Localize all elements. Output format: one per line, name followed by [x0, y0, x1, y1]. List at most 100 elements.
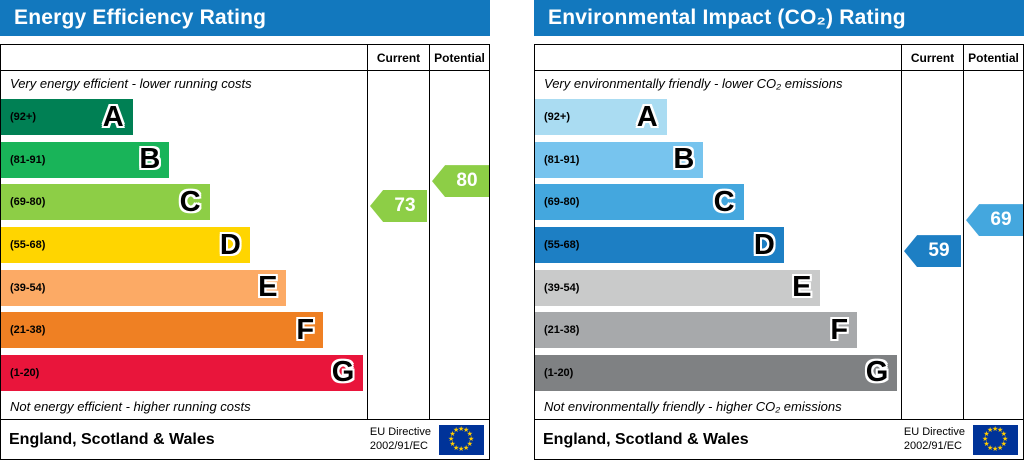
- potential-column-header: Potential: [429, 45, 489, 70]
- band-range-label: (81-91): [10, 153, 46, 166]
- eu-flag-star-icon: ★: [983, 431, 990, 438]
- current-rating-value: 73: [394, 194, 416, 216]
- eu-directive-line2: 2002/91/EC: [903, 439, 962, 452]
- chart-footer: England, Scotland & Wales EU Directive 2…: [535, 419, 1023, 459]
- bands-area: Very energy efficient - lower running co…: [1, 71, 367, 419]
- eu-flag-star-icon: ★: [992, 446, 999, 453]
- potential-value-column: 80: [429, 71, 489, 419]
- current-rating-arrow: 73: [370, 189, 427, 222]
- band-row-b: (81-91) B: [1, 139, 367, 182]
- band-bar-d: (55-68) D: [535, 227, 784, 264]
- band-letter: C: [713, 185, 735, 218]
- band-range-label: (92+): [544, 111, 570, 124]
- band-row-c: (69-80) C: [1, 181, 367, 224]
- band-bar-b: (81-91) B: [1, 141, 170, 178]
- eu-flag-star-icon: ★: [458, 446, 465, 453]
- potential-column-header: Potential: [963, 45, 1023, 70]
- rating-body: Very environmentally friendly - lower CO…: [535, 71, 1023, 419]
- eu-flag-star-icon: ★: [466, 431, 473, 438]
- rating-table: Current Potential Very energy efficient …: [0, 44, 490, 460]
- band-letter: D: [753, 228, 775, 261]
- band-bar-e: (39-54) E: [1, 269, 287, 306]
- current-rating-value: 59: [928, 240, 950, 262]
- band-letter: D: [219, 228, 241, 261]
- band-row-f: (21-38) F: [1, 309, 367, 352]
- eu-flag-star-icon: ★: [982, 436, 989, 443]
- eu-flag-star-icon: ★: [987, 444, 994, 452]
- band-bar-d: (55-68) D: [1, 227, 250, 264]
- band-row-a: (92+) A: [1, 96, 367, 139]
- band-bar-f: (21-38) F: [1, 312, 324, 349]
- column-spacer: [1, 45, 367, 70]
- chart-footer: England, Scotland & Wales EU Directive 2…: [1, 419, 489, 459]
- band-row-e: (39-54) E: [535, 266, 901, 309]
- eu-flag-star-icon: ★: [1002, 436, 1009, 443]
- eu-directive-line1: EU Directive: [369, 425, 431, 438]
- potential-rating-arrow: 69: [966, 204, 1023, 237]
- rating-bands: (92+) A (81-91) B (69-80) C (55-68) D (39-54) E (2…: [1, 96, 367, 394]
- band-bar-a: (92+) A: [1, 99, 133, 136]
- band-bar-c: (69-80) C: [535, 184, 744, 221]
- band-range-label: (21-38): [544, 324, 580, 337]
- band-bar-e: (39-54) E: [535, 269, 821, 306]
- energy-efficiency-rating-chart: Energy Efficiency Rating Current Potenti…: [0, 0, 490, 460]
- band-letter: E: [258, 271, 278, 304]
- potential-rating-value: 69: [990, 209, 1012, 231]
- band-bar-b: (81-91) B: [535, 141, 704, 178]
- eu-directive-label: EU Directive 2002/91/EC: [370, 426, 431, 454]
- band-bar-g: (1-20) G: [1, 354, 364, 391]
- band-bar-c: (69-80) C: [1, 184, 210, 221]
- band-range-label: (92+): [10, 111, 36, 124]
- band-range-label: (1-20): [10, 366, 40, 379]
- eu-flag-star-icon: ★: [458, 426, 465, 433]
- band-range-label: (1-20): [544, 366, 574, 379]
- band-letter: E: [792, 271, 812, 304]
- eu-directive-line1: EU Directive: [903, 425, 965, 438]
- eu-flag-star-icon: ★: [992, 426, 999, 433]
- band-letter: C: [179, 185, 201, 218]
- chart-title: Energy Efficiency Rating: [0, 0, 490, 36]
- band-range-label: (69-80): [10, 196, 46, 209]
- top-note: Very environmentally friendly - lower CO…: [544, 76, 843, 91]
- eu-flag-star-icon: ★: [1000, 431, 1007, 438]
- band-letter: B: [673, 143, 695, 176]
- band-row-c: (69-80) C: [535, 181, 901, 224]
- band-row-e: (39-54) E: [1, 266, 367, 309]
- column-spacer: [535, 45, 901, 70]
- band-range-label: (21-38): [10, 324, 46, 337]
- band-letter: A: [102, 100, 124, 133]
- rating-bands: (92+) A (81-91) B (69-80) C (55-68) D (39-54) E (2…: [535, 96, 901, 394]
- eu-flag-star-icon: ★: [466, 441, 473, 448]
- band-range-label: (81-91): [544, 153, 580, 166]
- eu-directive-line2: 2002/91/EC: [369, 439, 428, 452]
- current-value-column: 59: [901, 71, 963, 419]
- band-row-g: (1-20) G: [535, 351, 901, 394]
- band-letter: G: [865, 356, 889, 389]
- band-row-b: (81-91) B: [535, 139, 901, 182]
- band-letter: F: [830, 313, 849, 346]
- eu-flag-star-icon: ★: [468, 436, 475, 443]
- current-rating-arrow: 59: [904, 235, 961, 268]
- potential-rating-value: 80: [456, 170, 478, 192]
- band-range-label: (39-54): [544, 281, 580, 294]
- eu-flag-icon: ★ ★ ★ ★ ★ ★ ★ ★ ★ ★ ★ ★: [439, 424, 484, 455]
- band-bar-g: (1-20) G: [535, 354, 898, 391]
- eu-flag-star-icon: ★: [463, 444, 470, 452]
- band-range-label: (39-54): [10, 281, 46, 294]
- band-bar-f: (21-38) F: [535, 312, 858, 349]
- bands-area: Very environmentally friendly - lower CO…: [535, 71, 901, 419]
- eu-flag-star-icon: ★: [449, 431, 456, 438]
- eu-flag-star-icon: ★: [448, 436, 455, 443]
- current-column-header: Current: [901, 45, 963, 70]
- eu-flag-star-icon: ★: [453, 444, 460, 452]
- region-label: England, Scotland & Wales: [9, 430, 215, 448]
- column-header-row: Current Potential: [1, 45, 489, 71]
- rating-body: Very energy efficient - lower running co…: [1, 71, 489, 419]
- band-letter: F: [296, 313, 315, 346]
- eu-directive-label: EU Directive 2002/91/EC: [904, 426, 965, 454]
- environmental-impact-rating-chart: Environmental Impact (CO₂) Rating Curren…: [534, 0, 1024, 460]
- band-row-d: (55-68) D: [535, 224, 901, 267]
- band-row-d: (55-68) D: [1, 224, 367, 267]
- band-letter: A: [636, 100, 658, 133]
